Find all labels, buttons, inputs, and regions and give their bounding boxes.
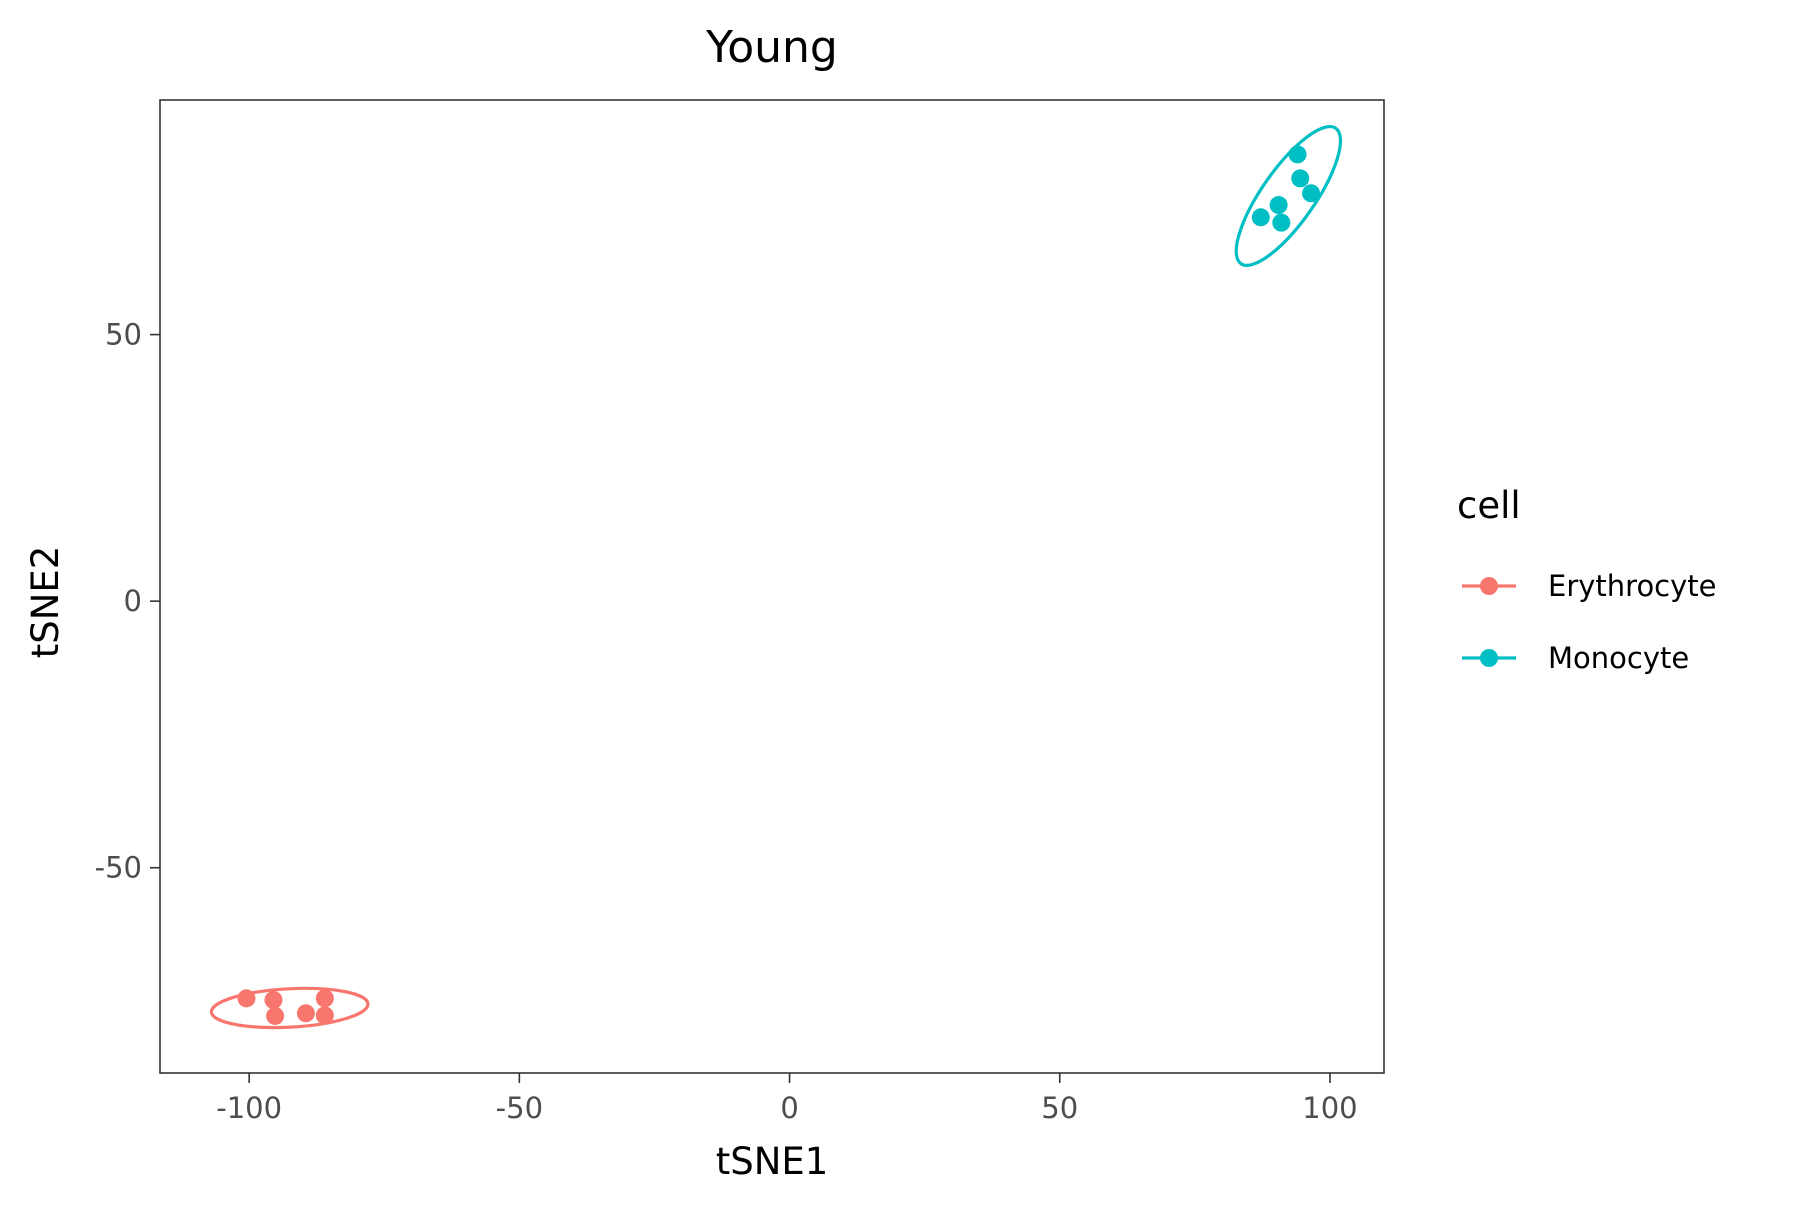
x-axis: -100 -50 0 50 100 [216, 1073, 1358, 1125]
data-point-erythrocyte [266, 1006, 285, 1025]
x-axis-title: tSNE1 [716, 1140, 829, 1183]
data-point-erythrocyte [296, 1004, 315, 1023]
x-tick-label: 50 [1041, 1091, 1078, 1125]
data-point-erythrocyte [264, 990, 283, 1009]
data-point-erythrocyte [315, 989, 334, 1008]
legend-key-point-monocyte [1480, 649, 1498, 667]
data-point-monocyte [1251, 208, 1270, 227]
x-tick-label: -100 [216, 1091, 282, 1125]
y-axis-title: tSNE2 [24, 546, 67, 659]
legend-title: cell [1457, 484, 1521, 527]
data-point-monocyte [1291, 169, 1310, 188]
x-tick-label: 100 [1302, 1091, 1357, 1125]
data-point-monocyte [1288, 145, 1307, 164]
data-point-monocyte [1269, 196, 1288, 215]
data-point-monocyte [1302, 184, 1321, 203]
y-tick-label: 0 [124, 584, 142, 618]
legend-key-point-erythrocyte [1480, 577, 1498, 595]
x-tick-label: 0 [780, 1091, 798, 1125]
data-point-monocyte [1272, 213, 1291, 232]
x-tick-label: -50 [496, 1091, 543, 1125]
series-erythrocyte [209, 986, 370, 1030]
legend-item-monocyte: Monocyte [1462, 641, 1689, 675]
chart-title: Young [705, 22, 838, 73]
legend-label-erythrocyte: Erythrocyte [1548, 569, 1717, 603]
legend-label-monocyte: Monocyte [1548, 641, 1689, 675]
confidence-ellipse-erythrocyte [209, 986, 370, 1030]
legend: Erythrocyte Monocyte [1462, 569, 1717, 675]
plot-area [209, 124, 1343, 1030]
series-monocyte [1234, 124, 1343, 267]
y-tick-label: -50 [95, 851, 142, 885]
legend-item-erythrocyte: Erythrocyte [1462, 569, 1717, 603]
data-point-erythrocyte [315, 1006, 334, 1025]
panel-border [159, 99, 1385, 1074]
confidence-ellipse-monocyte [1234, 124, 1343, 267]
y-axis: -50 0 50 [95, 318, 160, 885]
data-point-erythrocyte [237, 989, 256, 1008]
y-tick-label: 50 [105, 318, 142, 352]
